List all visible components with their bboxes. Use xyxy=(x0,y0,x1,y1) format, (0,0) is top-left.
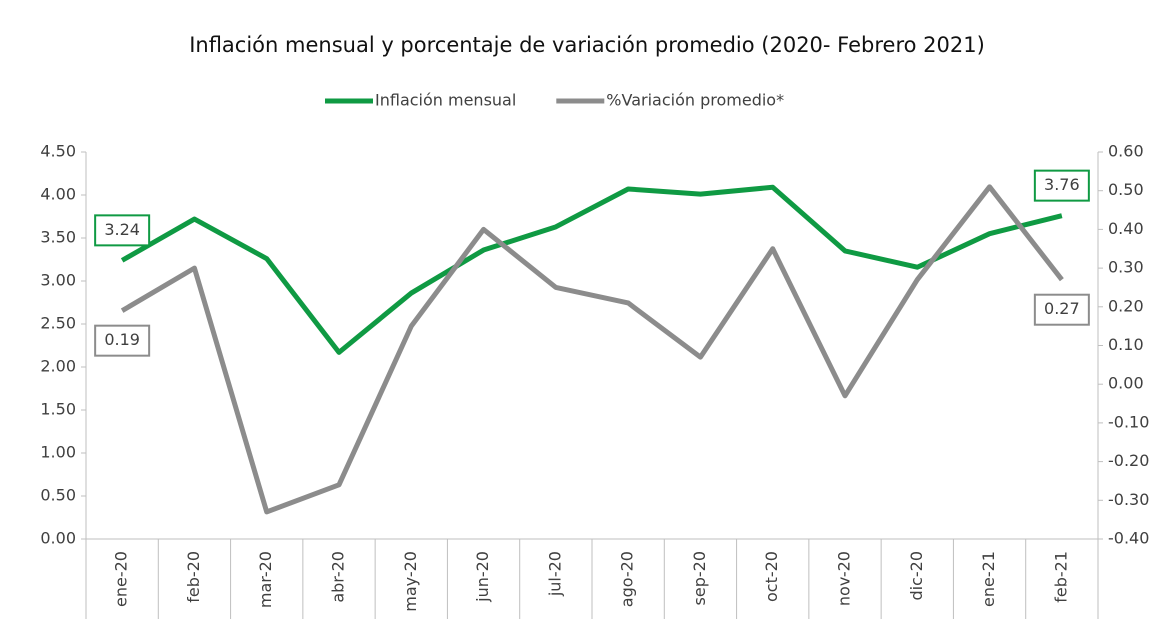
data-label-box xyxy=(1033,169,1090,202)
y2-tick-label: 0.40 xyxy=(1108,219,1144,238)
series-line xyxy=(120,184,1063,355)
legend-label: Inflación mensual xyxy=(375,91,516,110)
y-tick-label: 1.00 xyxy=(40,443,76,462)
x-tick-label: ene-21 xyxy=(979,551,998,607)
data-label: 3.76 xyxy=(1044,175,1080,194)
y-tick-label: 1.50 xyxy=(40,400,76,419)
x-tick-label: may-20 xyxy=(401,551,420,612)
y2-tick-label: 0.00 xyxy=(1108,374,1144,393)
y-tick-label: 0.50 xyxy=(40,486,76,505)
y-tick-label: 2.00 xyxy=(40,357,76,376)
y2-tick-label: 0.10 xyxy=(1108,335,1144,354)
y-tick-label: 4.50 xyxy=(40,142,76,161)
x-tick-label: nov-20 xyxy=(835,551,854,606)
y2-tick-label: -0.30 xyxy=(1108,490,1149,509)
x-tick-label: oct-20 xyxy=(762,551,781,602)
x-tick-label: sep-20 xyxy=(690,551,709,605)
data-label-box xyxy=(94,214,151,247)
x-tick-label: dic-20 xyxy=(907,551,926,601)
y2-tick-label: 0.30 xyxy=(1108,258,1144,277)
y-tick-label: 3.00 xyxy=(40,271,76,290)
y2-tick-label: 0.50 xyxy=(1108,180,1144,199)
y2-tick-label: -0.10 xyxy=(1108,412,1149,431)
y-tick-label: 0.00 xyxy=(40,529,76,548)
y2-tick-label: 0.20 xyxy=(1108,296,1144,315)
x-tick-label: ene-20 xyxy=(112,551,131,607)
y-tick-label: 2.50 xyxy=(40,314,76,333)
x-tick-label: mar-20 xyxy=(256,551,275,608)
legend-label: %Variación promedio* xyxy=(606,91,784,110)
x-tick-label: jun-20 xyxy=(473,551,492,603)
y-tick-label: 4.00 xyxy=(40,185,76,204)
y-tick-label: 3.50 xyxy=(40,228,76,247)
data-label: 0.19 xyxy=(104,330,140,349)
y2-tick-label: 0.60 xyxy=(1108,142,1144,161)
data-label: 0.27 xyxy=(1044,299,1080,318)
x-tick-label: abr-20 xyxy=(329,551,348,603)
data-label-box xyxy=(94,324,151,357)
data-label: 3.24 xyxy=(104,220,140,239)
x-tick-label: feb-20 xyxy=(184,551,203,603)
y2-tick-label: -0.40 xyxy=(1108,529,1149,548)
x-tick-label: ago-20 xyxy=(618,551,637,607)
series-line xyxy=(120,184,1064,515)
data-label-box xyxy=(1033,293,1090,326)
x-tick-label: jul-20 xyxy=(545,551,564,597)
chart-title: Inflación mensual y porcentaje de variac… xyxy=(189,33,985,57)
x-tick-label: feb-21 xyxy=(1051,551,1070,603)
y2-tick-label: -0.20 xyxy=(1108,451,1149,470)
